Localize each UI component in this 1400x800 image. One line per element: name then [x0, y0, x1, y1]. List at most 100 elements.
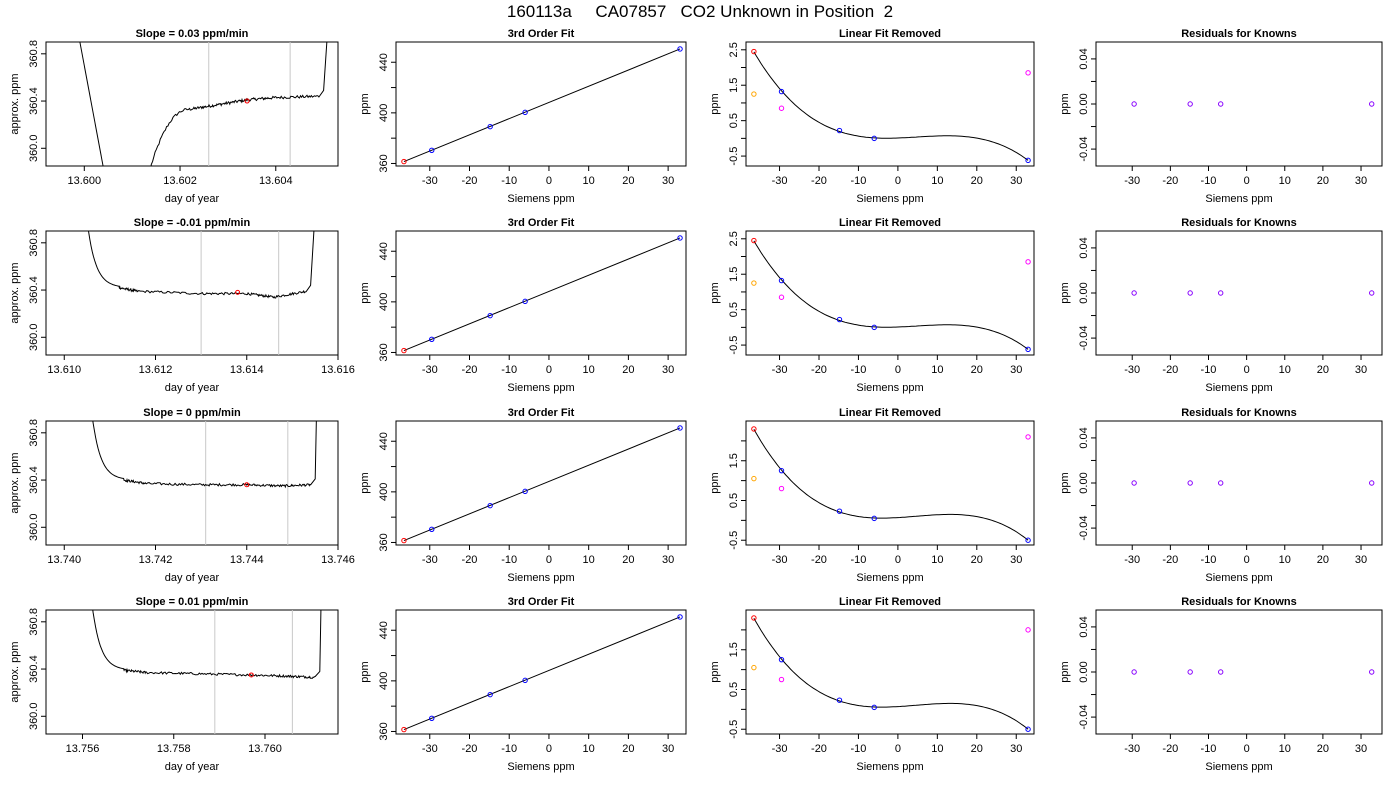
x-tick-label: -30 — [772, 364, 788, 376]
analyzer-trace — [150, 42, 328, 166]
panel-linear-removed-row-2: Linear Fit Removed -30 -20 -10 0 10 20 30 -0.5 0.… — [709, 217, 1035, 394]
x-tick-label: 10 — [931, 743, 943, 755]
y-axis-label: ppm — [359, 282, 371, 303]
plot-frame — [1095, 420, 1383, 546]
residual-point — [1369, 480, 1375, 486]
panel-title: Linear Fit Removed — [839, 28, 941, 40]
panel-residuals-row-3: Residuals for Knowns -30 -20 -10 0 10 20 30 -0.0… — [1059, 407, 1383, 584]
plot-frame — [745, 41, 1035, 167]
x-tick-label: -30 — [1124, 364, 1140, 376]
plot-frame — [395, 230, 687, 356]
plot-area — [401, 614, 683, 733]
x-tick-label: 13.746 — [321, 554, 355, 566]
y-tick-label: 360.8 — [28, 608, 40, 636]
panel-linear-removed-row-4: Linear Fit Removed -30 -20 -10 0 10 20 30 -0.5 0.… — [709, 596, 1035, 773]
fit-line — [403, 427, 681, 542]
residual-point — [1217, 101, 1224, 107]
x-axis-label: Siemens ppm — [507, 382, 574, 394]
orange-point — [751, 91, 757, 97]
x-tick-label: 0 — [1244, 364, 1250, 376]
known-point — [429, 147, 435, 154]
x-tick-label: 20 — [971, 364, 983, 376]
x-tick-label: 0 — [1244, 175, 1250, 187]
x-tick-label: 0 — [546, 743, 552, 755]
known-point — [836, 508, 843, 514]
x-tick-label: 30 — [662, 364, 674, 376]
x-tick-label: 30 — [662, 175, 674, 187]
plot-area — [79, 42, 328, 166]
y-tick-label: 0.5 — [728, 493, 740, 508]
magenta-point — [778, 105, 785, 111]
plot-frame — [745, 230, 1035, 356]
x-tick-label: -10 — [501, 175, 517, 187]
y-tick-label: 0.04 — [1078, 427, 1090, 448]
fit-line — [403, 48, 681, 163]
x-axis-label: Siemens ppm — [1205, 572, 1272, 584]
y-tick-label: -0.04 — [1078, 326, 1090, 351]
magenta-point — [778, 485, 785, 492]
magenta-point — [1025, 70, 1031, 76]
panel-title: Slope = 0.01 ppm/min — [136, 596, 249, 608]
known-point — [677, 46, 683, 52]
panel-title: 3rd Order Fit — [508, 596, 575, 608]
y-tick-label: 0.5 — [728, 302, 740, 317]
fit-line — [403, 237, 681, 352]
x-axis-label: day of year — [165, 382, 220, 394]
panel-title: Residuals for Knowns — [1181, 596, 1297, 608]
x-tick-label: -20 — [462, 554, 478, 566]
x-tick-label: -10 — [1201, 364, 1217, 376]
plot-frame — [1095, 41, 1383, 167]
y-tick-label: 360 — [378, 722, 390, 740]
known-point — [487, 502, 493, 509]
panel-title: Residuals for Knowns — [1181, 407, 1297, 419]
x-tick-label: -20 — [811, 175, 827, 187]
known-point — [778, 88, 785, 95]
plot-area — [92, 421, 317, 545]
x-axis-label: Siemens ppm — [507, 193, 574, 205]
known-point — [429, 715, 435, 722]
plot-area — [401, 235, 683, 354]
plot-area — [751, 615, 1031, 732]
x-tick-label: -10 — [1201, 175, 1217, 187]
x-tick-label: 10 — [583, 175, 595, 187]
mean-point — [244, 98, 250, 104]
y-tick-label: 1.5 — [728, 642, 740, 657]
x-tick-label: 30 — [1355, 175, 1367, 187]
y-tick-label: 440 — [378, 242, 390, 260]
y-tick-label: 440 — [378, 432, 390, 450]
x-tick-label: -20 — [811, 743, 827, 755]
x-tick-label: -20 — [1162, 554, 1178, 566]
known-point — [871, 515, 877, 522]
residual-point — [1187, 669, 1193, 675]
y-axis-label: ppm — [1059, 661, 1071, 682]
y-tick-label: 0.00 — [1078, 282, 1090, 303]
x-tick-label: 20 — [1317, 743, 1329, 755]
unknown-point — [751, 615, 757, 621]
x-tick-label: 20 — [971, 175, 983, 187]
plot-frame — [45, 41, 339, 167]
x-tick-label: 0 — [546, 554, 552, 566]
x-tick-label: -30 — [422, 554, 438, 566]
plot-frame — [45, 609, 339, 735]
plot-area — [751, 426, 1031, 543]
unknown-point — [401, 537, 407, 544]
x-tick-label: 10 — [1279, 743, 1291, 755]
plot-frame — [395, 420, 687, 546]
y-tick-label: 1.5 — [728, 267, 740, 282]
panel-title: Linear Fit Removed — [839, 217, 941, 229]
x-tick-label: 13.744 — [230, 554, 264, 566]
x-tick-label: 20 — [971, 743, 983, 755]
x-tick-label: 20 — [971, 554, 983, 566]
known-point — [836, 316, 843, 323]
magenta-point — [778, 676, 785, 683]
plot-area — [1131, 480, 1375, 486]
y-axis-label: ppm — [359, 93, 371, 114]
y-tick-label: 400 — [378, 104, 390, 122]
x-tick-label: -10 — [850, 364, 866, 376]
y-tick-label: -0.5 — [728, 147, 740, 166]
y-tick-label: 360.4 — [28, 87, 40, 115]
residual-point — [1217, 290, 1224, 296]
y-axis-label: approx. ppm — [9, 452, 21, 513]
page-title: 160113a CA07857 CO2 Unknown in Position … — [506, 2, 894, 21]
x-tick-label: 0 — [895, 175, 901, 187]
